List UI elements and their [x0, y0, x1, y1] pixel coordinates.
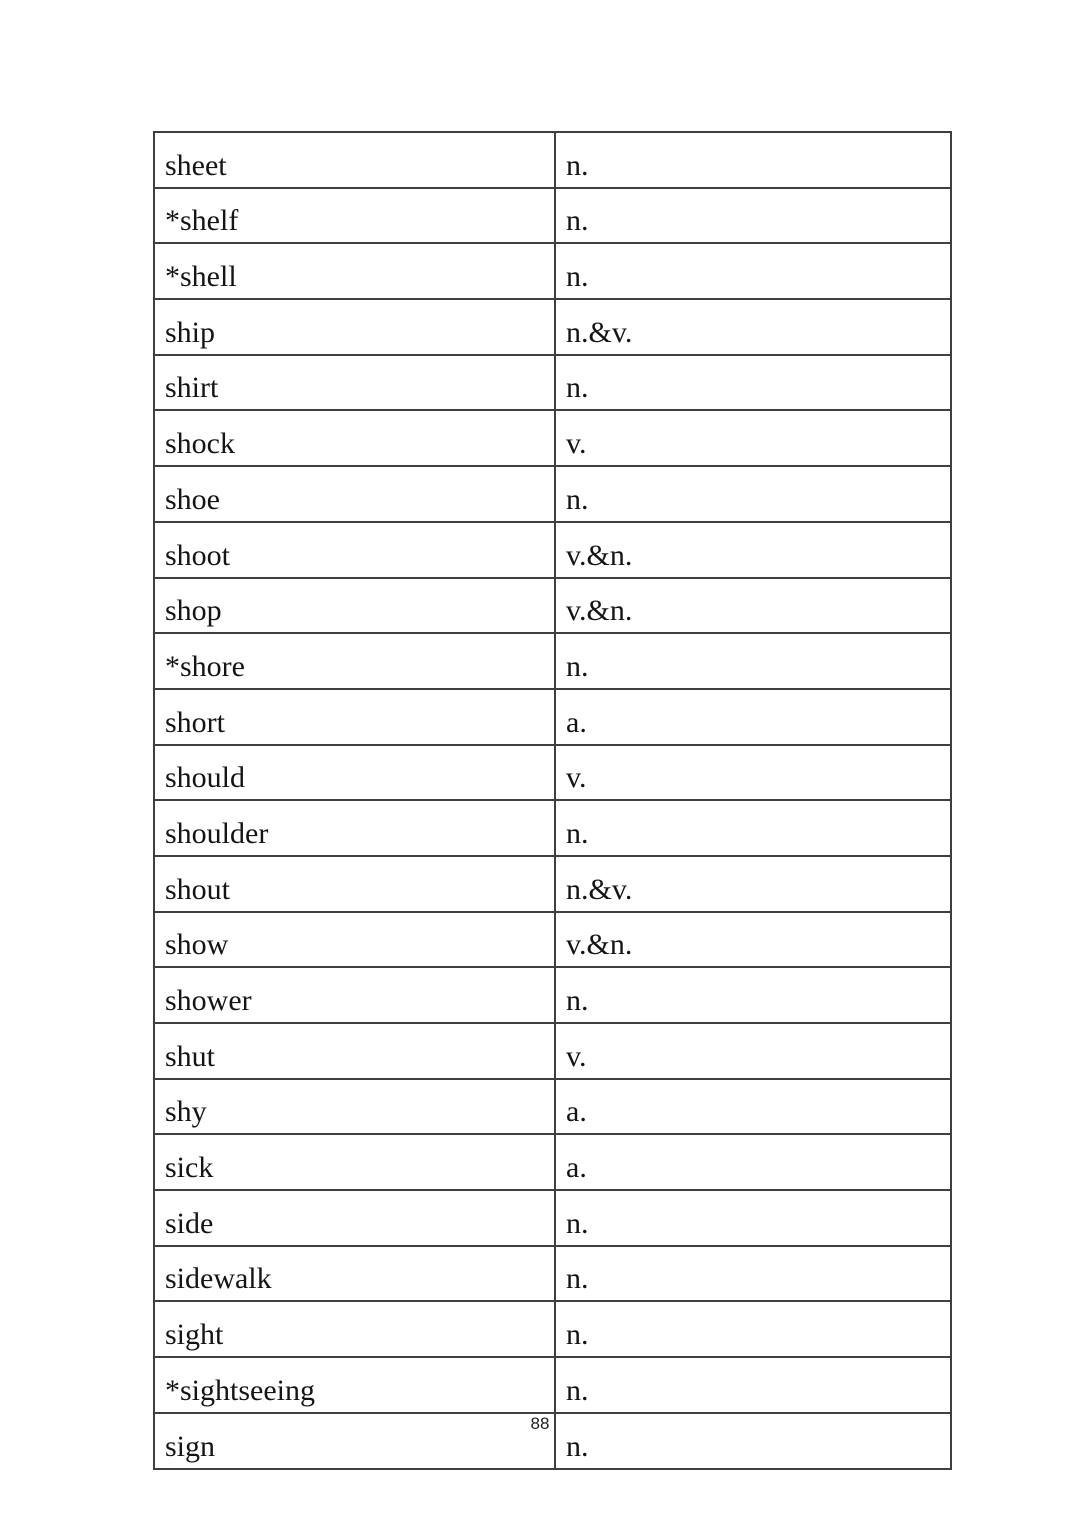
word-cell: sheet [153, 131, 556, 189]
pos-cell: a. [554, 1133, 952, 1192]
word-cell: should [153, 743, 556, 802]
word-cell: sidewalk [153, 1244, 556, 1303]
pos-cell: n. [554, 1189, 952, 1247]
word-cell: side [153, 1189, 556, 1247]
pos-cell: n. [554, 632, 952, 690]
pos-cell: v. [554, 1022, 952, 1080]
table-row: ship n.&v. [153, 298, 952, 356]
pos-cell: v.&n. [554, 520, 952, 579]
table-row: shower n. [153, 966, 952, 1024]
table-row: side n. [153, 1189, 952, 1247]
vocabulary-table: sheet n. *shelf n. *shell n. ship n.&v. shirt n. s… [153, 131, 952, 1470]
pos-cell: n. [554, 465, 952, 523]
table-row: sign n. [153, 1411, 952, 1470]
word-cell: shower [153, 966, 556, 1024]
table-row: shop v.&n. [153, 576, 952, 635]
table-row: *shore n. [153, 632, 952, 690]
table-row: sight n. [153, 1300, 952, 1359]
word-cell: shock [153, 409, 556, 468]
pos-cell: n. [554, 1244, 952, 1303]
word-cell: shut [153, 1022, 556, 1080]
word-cell: shout [153, 854, 556, 913]
word-cell: *shore [153, 632, 556, 690]
word-cell: *shell [153, 242, 556, 301]
pos-cell: n. [554, 799, 952, 857]
pos-cell: n. [554, 1356, 952, 1414]
word-cell: shirt [153, 353, 556, 412]
word-cell: shop [153, 576, 556, 635]
pos-cell: n. [554, 131, 952, 189]
pos-cell: v. [554, 409, 952, 468]
pos-cell: n. [554, 186, 952, 245]
word-cell: sick [153, 1133, 556, 1192]
word-cell: *shelf [153, 186, 556, 245]
table-row: show v.&n. [153, 910, 952, 969]
table-row: sheet n. [153, 131, 952, 189]
word-cell: shoe [153, 465, 556, 523]
pos-cell: n. [554, 966, 952, 1024]
pos-cell: v.&n. [554, 576, 952, 635]
page-number: 88 [530, 1414, 550, 1433]
word-cell: shoulder [153, 799, 556, 857]
word-cell: show [153, 910, 556, 969]
pos-cell: v.&n. [554, 910, 952, 969]
pos-cell: a. [554, 1077, 952, 1136]
table-row: *shell n. [153, 242, 952, 301]
word-cell: shy [153, 1077, 556, 1136]
pos-cell: n. [554, 1411, 952, 1470]
table-row: sidewalk n. [153, 1244, 952, 1303]
table-row: should v. [153, 743, 952, 802]
table-row: *shelf n. [153, 186, 952, 245]
table-row: shoot v.&n. [153, 520, 952, 579]
pos-cell: a. [554, 687, 952, 746]
table-row: shy a. [153, 1077, 952, 1136]
pos-cell: n.&v. [554, 854, 952, 913]
table-row: shoe n. [153, 465, 952, 523]
table-row: shock v. [153, 409, 952, 468]
pos-cell: n.&v. [554, 298, 952, 356]
table-row: shout n.&v. [153, 854, 952, 913]
table-row: shirt n. [153, 353, 952, 412]
table-row: short a. [153, 687, 952, 746]
vocabulary-table-body: sheet n. *shelf n. *shell n. ship n.&v. shirt n. s… [153, 131, 952, 1470]
table-row: sick a. [153, 1133, 952, 1192]
table-row: *sightseeing n. [153, 1356, 952, 1414]
pos-cell: n. [554, 353, 952, 412]
pos-cell: v. [554, 743, 952, 802]
table-row: shut v. [153, 1022, 952, 1080]
word-cell: short [153, 687, 556, 746]
word-cell: ship [153, 298, 556, 356]
pos-cell: n. [554, 1300, 952, 1359]
word-cell: sight [153, 1300, 556, 1359]
word-cell: *sightseeing [153, 1356, 556, 1414]
pos-cell: n. [554, 242, 952, 301]
word-cell: shoot [153, 520, 556, 579]
table-row: shoulder n. [153, 799, 952, 857]
word-cell: sign [153, 1411, 556, 1470]
